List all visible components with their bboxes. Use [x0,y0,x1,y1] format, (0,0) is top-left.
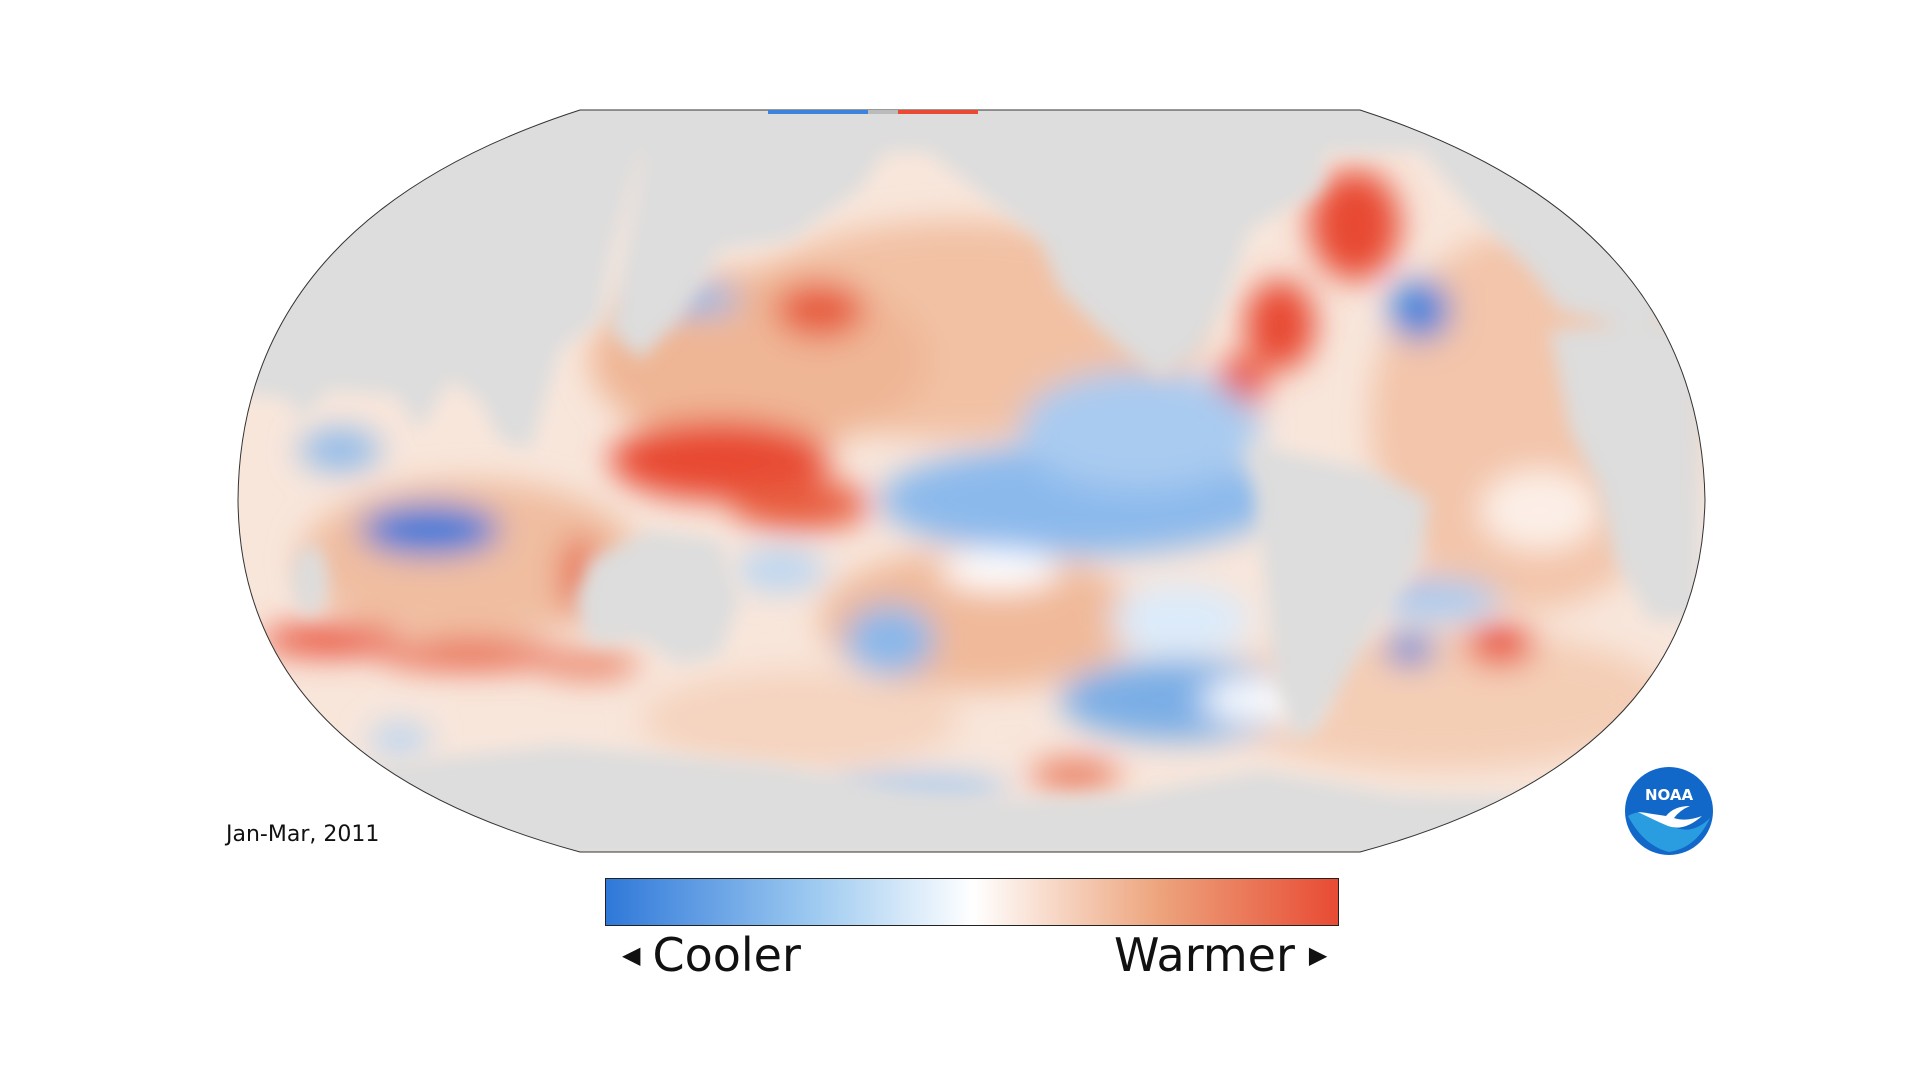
noaa-logo: NOAA [1625,767,1713,855]
legend-warmer-label: Warmer [1114,928,1295,982]
map-outline [237,109,1706,853]
noaa-logo-text: NOAA [1645,786,1694,804]
left-arrow-icon: ◀ [622,941,641,969]
map-globe [238,110,1705,852]
right-arrow-icon: ▶ [1308,941,1328,969]
color-legend-bar [605,878,1339,926]
period-label: Jan-Mar, 2011 [226,822,380,847]
legend-cooler-label: Cooler [652,928,801,982]
legend-warmer: Warmer ▶ [1114,928,1327,982]
legend-cooler: ◀ Cooler [622,928,801,982]
top-color-strip [768,110,978,114]
